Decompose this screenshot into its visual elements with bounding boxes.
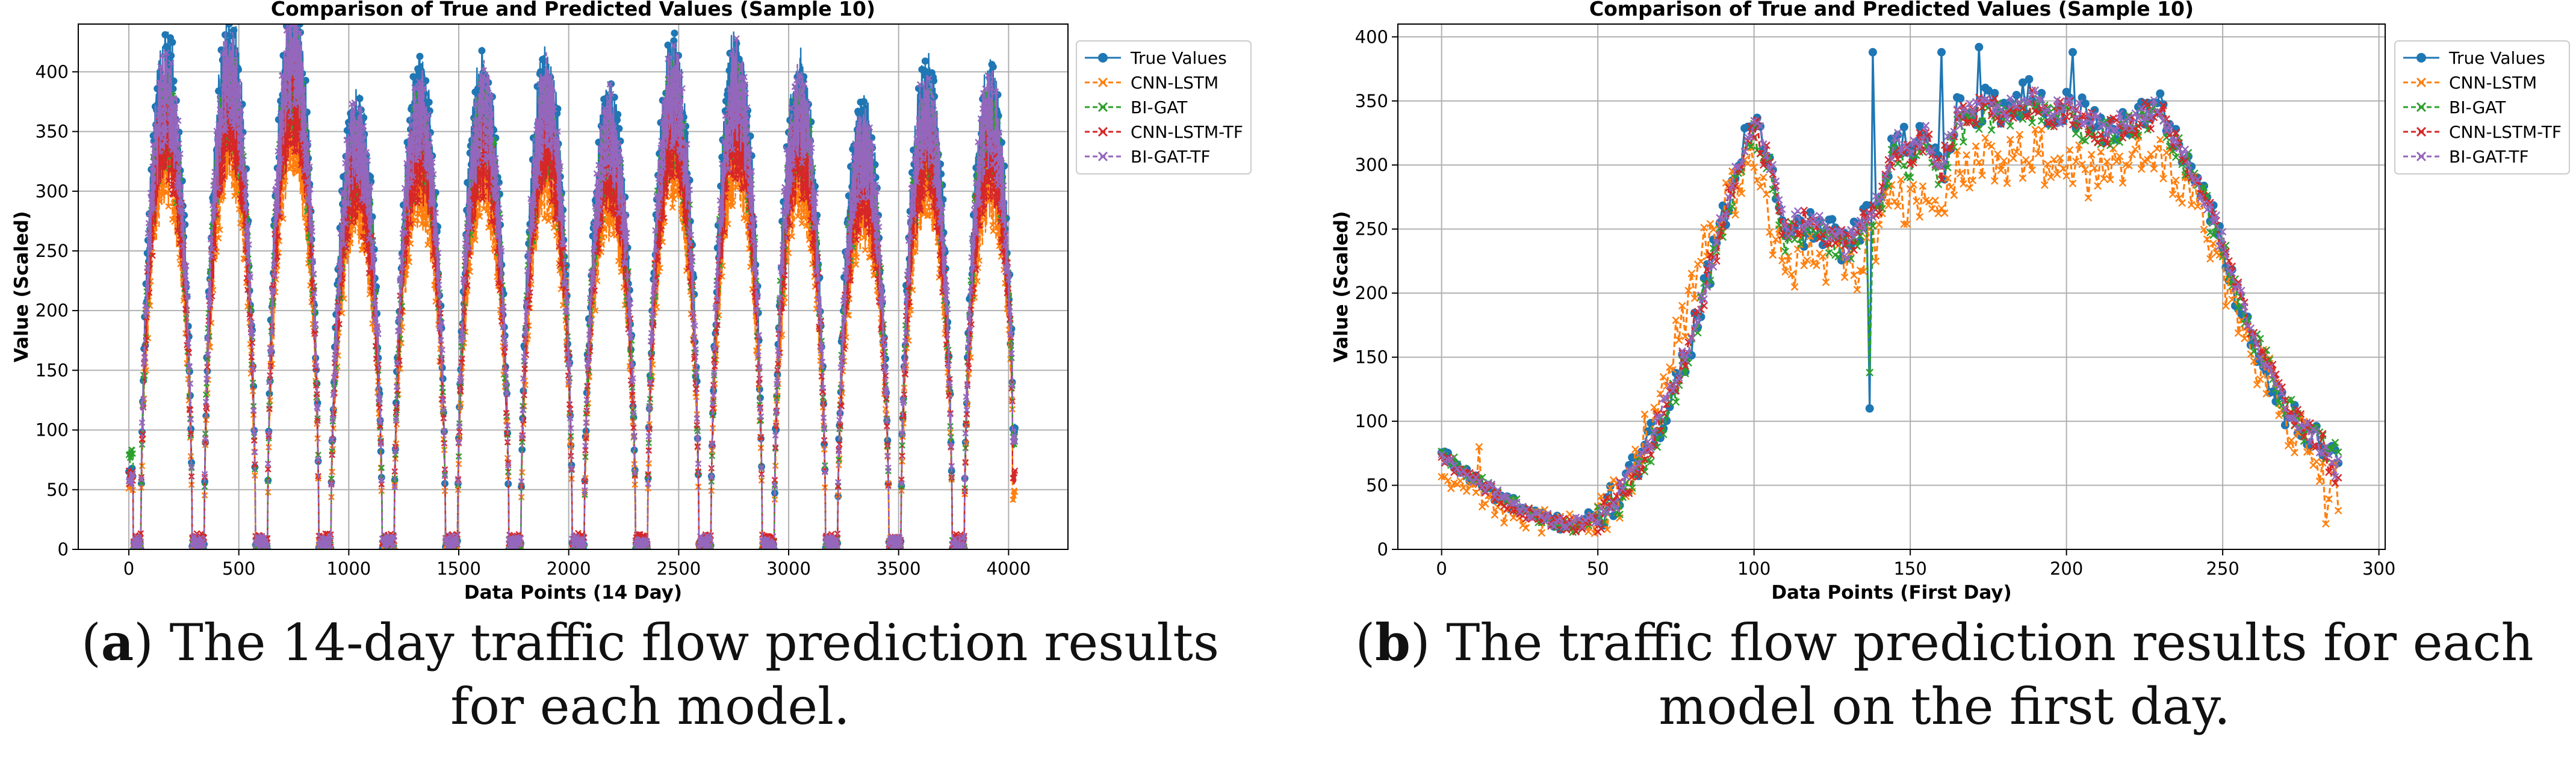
marker-points [125,24,1019,549]
legend-label-cnn-lstm-tf: CNN-LSTM-TF [1131,122,1243,142]
legend-marker-true-values [2416,53,2426,63]
y-tick-label: 250 [1355,219,1388,239]
series-markers-bi-gat-tf [125,24,1019,549]
legend: True Values CNN-LSTM BI-GAT CNN-LSTM-TF BI-G… [1076,40,1252,175]
legend-marker-bi-gat-tf [2416,151,2427,162]
y-tick-label: 300 [36,181,69,202]
y-tick-label: 0 [58,539,69,560]
legend-box [1076,40,1252,175]
y-tick-label: 0 [1377,539,1388,560]
x-tick-label: 1500 [436,558,481,579]
legend-label-bi-gat: BI-GAT [1131,97,1188,117]
x-tick-label: 150 [1893,558,1926,579]
series-bi-gat-tf [125,24,1019,549]
x-tick-label: 1000 [326,558,371,579]
caption-b-letter: b [1375,613,1411,672]
legend-marker-bi-gat-tf [1097,151,1108,162]
series-bi-gat-tf [1438,86,2342,531]
legend-label-bi-gat-tf: BI-GAT-TF [2449,147,2529,167]
legend-label-cnn-lstm: CNN-LSTM [2449,73,2537,93]
x-tick-label: 0 [1436,558,1447,579]
caption-b: (b) The traffic flow prediction results … [1355,613,2534,736]
x-tick-label: 0 [123,558,134,579]
legend-box [2394,40,2570,175]
legend-marker-cnn-lstm-tf [1097,126,1108,137]
y-tick-label: 150 [1355,347,1388,368]
y-axis-label: Value (Scaled) [1330,211,1352,363]
y-axis-label: Value (Scaled) [11,211,33,363]
x-tick-label: 300 [2362,558,2395,579]
x-axis-label: Data Points (14 Day) [464,582,682,604]
y-tick-label: 350 [1355,91,1388,111]
legend-marker-true-values [1098,53,1108,63]
x-tick-label: 2500 [656,558,701,579]
chart-title: Comparison of True and Predicted Values … [1589,0,2194,20]
plot-area [1398,24,2385,549]
chart-first-day: 0 50 100 150 200 250 300 0 50 100 150 200 250 300 350 4… [1330,0,2570,604]
legend-label-bi-gat-tf: BI-GAT-TF [1131,147,1211,167]
y-tick-label: 400 [36,61,69,82]
legend-label-bi-gat: BI-GAT [2449,97,2506,117]
x-tick-label: 100 [1737,558,1771,579]
y-tick-label: 350 [36,122,69,142]
series-line-bi-gat-tf [128,24,1016,549]
y-tick-label: 200 [1355,283,1388,303]
chart-14-day: 0 500 1000 1500 2000 2500 3000 3500 4000 0 50 100 15… [11,0,1252,604]
legend-label-cnn-lstm: CNN-LSTM [1131,73,1218,93]
y-tick-label: 200 [36,300,69,321]
y-tick-label: 400 [1355,26,1388,47]
x-tick-label: 2000 [547,558,591,579]
plot-frame [78,23,1069,550]
x-tick-label: 4000 [986,558,1031,579]
legend-label-cnn-lstm-tf: CNN-LSTM-TF [2449,122,2562,142]
y-tick-label: 100 [36,420,69,440]
figure: 0 500 1000 1500 2000 2500 3000 3500 400005010015… [11,0,2570,604]
marker-points [1438,86,2342,531]
x-tick-label: 50 [1587,558,1609,579]
x-tick-label: 3000 [766,558,811,579]
chart-title: Comparison of True and Predicted Values … [271,0,875,20]
legend-label-true-values: True Values [2448,48,2545,68]
caption-b-text: The traffic flow prediction results for … [1446,613,2534,736]
caption-a: (a) The 14-day traffic flow prediction r… [81,613,1220,736]
caption-a-letter: a [101,613,134,672]
legend-marker-cnn-lstm-tf [2416,126,2427,137]
series-markers-bi-gat-tf [1438,86,2342,531]
legend-marker-cnn-lstm [1097,77,1108,88]
plot-frame [1397,23,2386,550]
y-tick-label: 150 [36,360,69,380]
caption-a-text: The 14-day traffic flow prediction resul… [169,613,1220,736]
y-tick-label: 300 [1355,155,1388,175]
y-tick-label: 50 [46,480,69,500]
legend-marker-bi-gat [2416,102,2427,113]
legend-marker-bi-gat [1097,102,1108,113]
legend: True Values CNN-LSTM BI-GAT CNN-LSTM-TF BI-G… [2394,40,2570,175]
legend-label-true-values: True Values [1130,48,1227,68]
series-line-bi-gat [1441,97,2339,533]
x-tick-label: 200 [2050,558,2083,579]
y-tick-label: 50 [1366,475,1388,496]
x-tick-label: 250 [2206,558,2239,579]
x-axis-label: Data Points (First Day) [1771,582,2011,604]
y-tick-label: 100 [1355,411,1388,431]
x-tick-label: 500 [222,558,255,579]
y-tick-label: 250 [36,241,69,261]
legend-marker-cnn-lstm [2416,77,2427,88]
x-tick-label: 3500 [877,558,921,579]
